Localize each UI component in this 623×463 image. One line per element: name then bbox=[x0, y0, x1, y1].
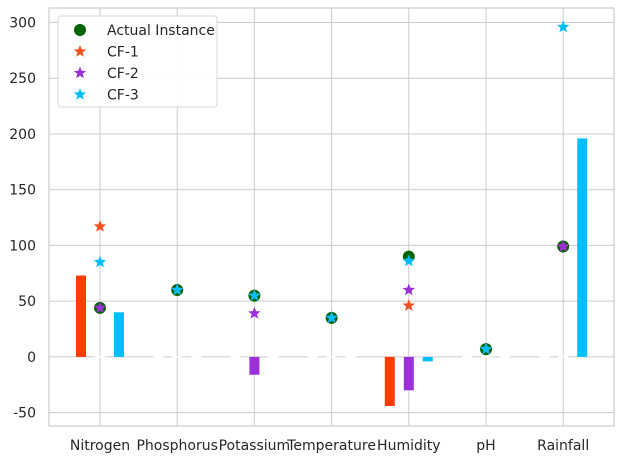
y-tick-label: 300 bbox=[9, 15, 36, 31]
legend-label: Actual Instance bbox=[107, 23, 215, 39]
legend-label: CF-2 bbox=[107, 66, 139, 82]
bar bbox=[577, 138, 588, 357]
legend-label: CF-1 bbox=[107, 45, 139, 61]
legend-marker bbox=[73, 88, 87, 100]
x-tick-label: Temperature bbox=[286, 438, 376, 454]
marker-star bbox=[93, 219, 107, 232]
marker-star bbox=[171, 283, 184, 296]
marker-star bbox=[93, 301, 107, 314]
y-tick-label: 150 bbox=[9, 183, 36, 199]
marker-star bbox=[248, 306, 261, 319]
plot-frame bbox=[48, 7, 615, 427]
marker-star bbox=[479, 342, 493, 355]
marker-star bbox=[248, 289, 261, 301]
y-tick-label: 200 bbox=[9, 127, 36, 143]
bar bbox=[114, 312, 124, 357]
marker-star bbox=[325, 311, 338, 324]
bar bbox=[403, 356, 414, 391]
x-tick-label: Phosphorus bbox=[136, 438, 217, 454]
marker-star bbox=[402, 299, 415, 311]
marker-star bbox=[402, 283, 415, 296]
bar bbox=[422, 356, 433, 362]
x-tick-label: Rainfall bbox=[537, 438, 589, 454]
bar bbox=[249, 356, 260, 375]
y-tick-label: -50 bbox=[13, 406, 36, 422]
legend: Actual Instance CF-1 CF-2 CF-3 bbox=[57, 15, 218, 108]
x-tick-label: Potassium bbox=[219, 438, 291, 454]
bar bbox=[384, 356, 395, 406]
y-tick-labels: -50 0 50 100 150 200 250 300 bbox=[9, 15, 36, 421]
y-tick-label: 50 bbox=[18, 294, 36, 310]
marker-star bbox=[557, 240, 570, 252]
marker-star bbox=[402, 254, 415, 267]
legend-marker bbox=[73, 45, 87, 57]
legend-box bbox=[57, 15, 218, 108]
bars bbox=[76, 138, 588, 406]
legend-marker bbox=[74, 24, 86, 36]
markers bbox=[93, 20, 570, 356]
legend-label: CF-3 bbox=[107, 88, 139, 104]
x-tick-label: Humidity bbox=[377, 438, 440, 454]
x-tick-label: pH bbox=[476, 438, 495, 454]
y-tick-label: 100 bbox=[9, 238, 36, 254]
marker-star bbox=[93, 255, 107, 268]
legend-marker bbox=[73, 66, 87, 79]
y-tick-label: 0 bbox=[27, 350, 36, 366]
x-tick-label: Nitrogen bbox=[70, 438, 130, 454]
marker-star bbox=[557, 20, 570, 33]
bar bbox=[76, 275, 86, 357]
y-tick-label: 250 bbox=[9, 71, 36, 87]
